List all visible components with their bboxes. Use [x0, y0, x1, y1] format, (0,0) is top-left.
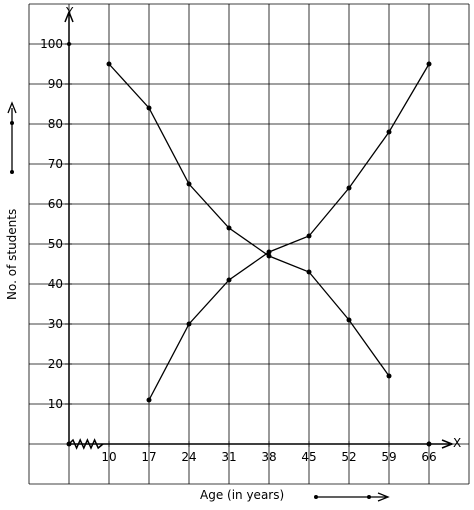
- series-2-point: [346, 185, 352, 191]
- series-1-point: [346, 317, 352, 323]
- y-axis-letter: Y: [65, 5, 74, 19]
- x-label-arrow-dot: [367, 495, 371, 499]
- x-axis-letter: X: [453, 436, 461, 450]
- x-label-arrow-dot: [314, 495, 318, 499]
- y-tick-label: 20: [48, 357, 63, 371]
- x-tick-label: 31: [221, 450, 236, 464]
- y-axis-label: No. of students: [5, 208, 19, 300]
- y-tick-label: 100: [40, 37, 63, 51]
- series-line-1: [108, 63, 390, 377]
- series-1-point: [106, 61, 112, 67]
- x-tick-label: 52: [341, 450, 356, 464]
- x-tick-label: 38: [261, 450, 276, 464]
- y-tick-label: 80: [48, 117, 63, 131]
- series-2-point: [146, 397, 152, 403]
- x-axis-arrow: [441, 439, 455, 449]
- y-tick-label: 40: [48, 277, 63, 291]
- x-tick-label: 17: [141, 450, 156, 464]
- x-tick-label: 45: [301, 450, 316, 464]
- series-1-point: [266, 253, 272, 259]
- x-label-arrow-head: [377, 492, 390, 502]
- series-2-point: [186, 321, 192, 327]
- y-label-arrow-dot: [10, 121, 14, 125]
- x-tick-label: 59: [381, 450, 396, 464]
- grid: [28, 3, 470, 485]
- y-label-arrow-dot: [10, 170, 14, 174]
- y-tick-label: 90: [48, 77, 63, 91]
- series-2-point: [306, 233, 312, 239]
- ticks: 10 20 30 40 50 60 70 80 90 100 10 17 24 31 38 45 52 59 66: [40, 37, 437, 464]
- series-1-point: [386, 373, 392, 379]
- series-group: [106, 61, 432, 403]
- y-axis-arrow: [64, 9, 74, 23]
- x-end-point: [426, 441, 432, 447]
- series-2-point: [386, 129, 392, 135]
- x-tick-label: 24: [181, 450, 196, 464]
- y-tick-label: 60: [48, 197, 63, 211]
- y-tick-label: 10: [48, 397, 63, 411]
- series-2-point: [226, 277, 232, 283]
- series-1-point: [146, 105, 152, 111]
- x-axis-label: Age (in years): [200, 488, 285, 502]
- y-tick-label: 70: [48, 157, 63, 171]
- series-1-point: [306, 269, 312, 275]
- x-tick-label: 66: [421, 450, 436, 464]
- series-2-point: [266, 249, 272, 255]
- y-max-point: [67, 42, 71, 46]
- series-line-2: [148, 63, 430, 401]
- y-tick-label: 50: [48, 237, 63, 251]
- y-tick-label: 30: [48, 317, 63, 331]
- series-1-point: [226, 225, 232, 231]
- y-label-arrow-head: [7, 101, 17, 114]
- series-2-point: [426, 61, 432, 67]
- decorations: [7, 101, 390, 502]
- x-tick-label: 10: [101, 450, 116, 464]
- series-1-point: [186, 181, 192, 187]
- axis-break: [68, 438, 104, 450]
